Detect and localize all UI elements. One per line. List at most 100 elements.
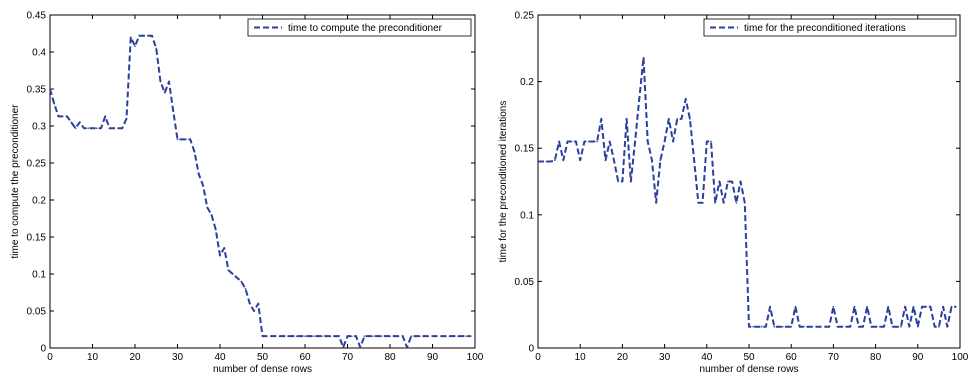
data-point [781, 325, 784, 328]
series-line [49, 34, 471, 349]
data-point [790, 325, 792, 328]
data-point [355, 335, 357, 337]
legend-box [247, 18, 472, 37]
data-point [142, 34, 145, 37]
data-point [240, 280, 243, 283]
y-axis-label: time to compute the preconditioner [10, 104, 21, 259]
x-tick-label: 80 [870, 352, 882, 363]
data-point [70, 121, 73, 124]
legend-box [703, 18, 957, 37]
data-point [710, 140, 712, 143]
data-point [376, 335, 379, 337]
data-point [346, 335, 349, 337]
data-point [134, 45, 136, 47]
data-point [845, 325, 847, 328]
data-point [423, 335, 425, 337]
data-point [562, 159, 565, 161]
data-point [828, 325, 830, 328]
data-point [832, 305, 835, 308]
x-tick-label: 100 [952, 352, 969, 363]
data-point [646, 140, 649, 143]
data-point [435, 335, 438, 337]
data-point [248, 302, 251, 305]
data-point [414, 335, 417, 337]
series-line [538, 56, 956, 328]
data-point [600, 118, 603, 120]
x-tick-label: 40 [701, 352, 713, 363]
data-point [265, 335, 268, 337]
y-tick-label: 0.3 [32, 122, 46, 133]
data-point [461, 335, 464, 337]
data-point [321, 335, 323, 337]
x-tick-label: 10 [575, 352, 587, 363]
data-point [887, 305, 890, 308]
data-point [697, 202, 700, 204]
data-point [418, 335, 421, 337]
data-point [819, 325, 822, 328]
y-tick-label: 0.25 [515, 11, 535, 22]
data-point [363, 335, 366, 337]
data-point [261, 335, 264, 337]
data-point [214, 228, 217, 231]
data-point [108, 127, 111, 130]
data-point [95, 127, 98, 130]
x-tick-label: 30 [172, 352, 184, 363]
chart-left: 0 10 20 30 40 50 60 70 80 90 100 0 0.05 0.1 0.15 0.2 0.2… [10, 11, 484, 376]
y-tick-label: 0.45 [27, 11, 47, 22]
data-point [748, 325, 750, 328]
data-point [304, 335, 306, 337]
x-tick-label: 100 [467, 352, 484, 363]
chart-right: 0 10 20 30 40 50 60 70 80 90 100 0 0.05 0.1 0.15 0.2 0.2… [498, 11, 969, 376]
data-point [904, 305, 906, 308]
data-point [684, 98, 687, 100]
data-point [815, 325, 818, 328]
x-axis-label: number of dense rows [700, 364, 799, 375]
data-point [680, 118, 683, 120]
data-point [342, 346, 345, 349]
data-point [316, 335, 319, 337]
data-point [202, 184, 204, 186]
data-point [406, 346, 408, 349]
data-point [537, 160, 539, 163]
data-point [66, 115, 68, 118]
data-point [587, 140, 590, 143]
data-point [625, 118, 628, 120]
data-point [299, 335, 302, 337]
data-point [469, 335, 472, 337]
data-point [227, 269, 230, 272]
data-point [253, 310, 255, 312]
data-point [78, 121, 81, 124]
data-point [83, 127, 85, 130]
data-point [117, 127, 119, 130]
data-point [159, 80, 162, 83]
data-point [917, 325, 919, 328]
y-tick-label: 0.15 [515, 144, 535, 155]
data-point [668, 118, 670, 120]
data-point [91, 127, 94, 130]
data-point [172, 110, 175, 112]
data-point [596, 140, 598, 143]
data-point [608, 140, 611, 143]
x-tick-label: 0 [47, 352, 53, 363]
data-point [870, 325, 873, 328]
data-point [824, 325, 826, 328]
y-tick-label: 0 [528, 344, 534, 355]
data-point [163, 91, 166, 94]
y-tick-label: 0 [40, 344, 46, 355]
data-point [380, 335, 383, 337]
y-tick-label: 0.35 [27, 85, 47, 96]
data-point [100, 127, 102, 130]
data-point [287, 335, 289, 337]
x-tick-label: 60 [786, 352, 798, 363]
x-tick-label: 0 [535, 352, 541, 363]
y-tick-label: 0.2 [32, 196, 46, 207]
data-point [146, 34, 149, 37]
x-tick-label: 40 [214, 352, 226, 363]
data-point [104, 115, 107, 118]
data-point [642, 56, 645, 59]
data-point [465, 335, 468, 337]
data-point [950, 305, 953, 308]
data-point [706, 140, 708, 143]
data-point [689, 118, 691, 120]
x-tick-label: 90 [427, 352, 439, 363]
